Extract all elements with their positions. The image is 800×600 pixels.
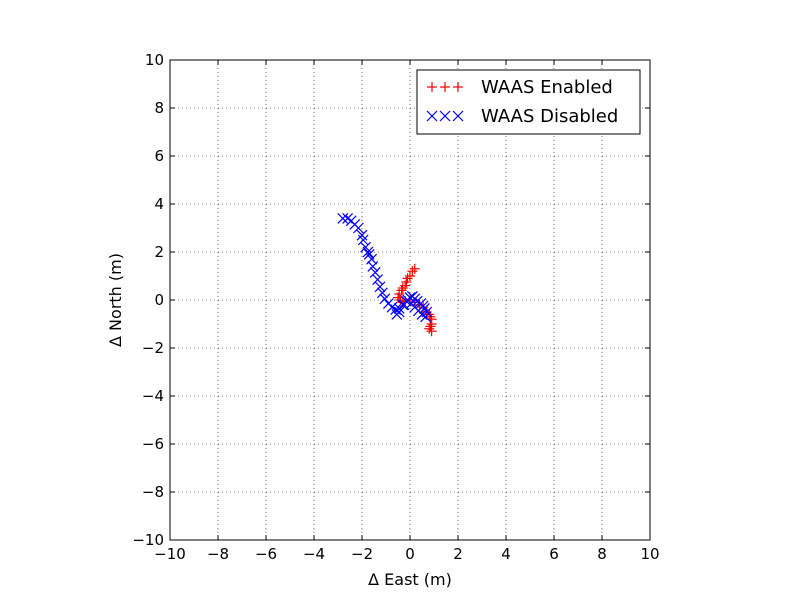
data-point-waas-disabled (374, 281, 386, 293)
legend-marker-waas-disabled (426, 110, 464, 122)
x-tick-label: −8 (207, 545, 229, 563)
legend: WAAS Enabled WAAS Disabled (416, 69, 641, 135)
x-tick-label: −4 (303, 545, 325, 563)
data-point-waas-disabled (369, 266, 381, 278)
data-point-waas-disabled (337, 212, 349, 224)
y-tick-label: −10 (132, 531, 164, 549)
y-axis-label: Δ North (m) (106, 253, 125, 347)
data-point-waas-enabled (405, 271, 415, 281)
x-axis-label: Δ East (m) (368, 570, 452, 589)
data-point-waas-enabled (393, 292, 403, 303)
x-tick-label: −10 (154, 545, 186, 563)
legend-marker-glyph (427, 82, 437, 92)
legend-frame (416, 69, 641, 135)
y-tick-label: 10 (145, 51, 164, 69)
data-point-waas-enabled (426, 326, 437, 337)
legend-marker-glyph (453, 82, 463, 92)
x-tick-label: 0 (405, 545, 415, 563)
data-point-waas-disabled (367, 260, 379, 272)
data-point-waas-enabled (409, 263, 420, 274)
series-waas-disabled (337, 212, 433, 323)
x-tick-label: −6 (255, 545, 277, 563)
legend-marker-glyph (426, 110, 438, 122)
data-point-waas-disabled (357, 234, 369, 246)
legend-marker-waas-enabled (427, 82, 463, 92)
data-point-waas-disabled (352, 222, 364, 234)
series-waas-enabled (393, 263, 437, 337)
data-point-waas-enabled (397, 283, 408, 293)
y-tick-label: −2 (142, 339, 164, 357)
data-point-waas-disabled (379, 293, 391, 305)
axis-ticks: −10 −8 −6 −4 −2 0 2 4 6 8 10 −10 −8 −6 −4 −2 0 2 4 6 8 10 (132, 51, 659, 563)
y-tick-label: 2 (154, 243, 164, 261)
x-tick-label: 4 (501, 545, 511, 563)
data-point-waas-disabled (391, 308, 403, 320)
legend-marker-glyph (440, 82, 450, 92)
legend-marker-glyph (439, 110, 451, 122)
data-point-waas-enabled (395, 295, 406, 305)
data-point-waas-disabled (362, 246, 374, 258)
data-point-waas-disabled (398, 299, 410, 311)
y-tick-label: −4 (142, 387, 164, 405)
y-tick-label: −6 (142, 435, 164, 453)
y-tick-label: 0 (154, 291, 164, 309)
y-tick-label: 6 (154, 147, 164, 165)
legend-marker-glyph (452, 110, 464, 122)
x-tick-label: 10 (640, 545, 659, 563)
x-tick-label: 6 (549, 545, 559, 563)
data-point-waas-disabled (376, 287, 388, 299)
y-tick-label: 8 (154, 99, 164, 117)
x-tick-label: 8 (597, 545, 607, 563)
data-point-waas-enabled (425, 321, 436, 332)
x-tick-label: −2 (351, 545, 373, 563)
data-point-waas-enabled (424, 323, 435, 334)
legend-label-waas-enabled: WAAS Enabled (481, 77, 613, 98)
y-tick-label: 4 (154, 195, 164, 213)
data-point-waas-disabled (402, 294, 414, 306)
data-point-waas-enabled (425, 311, 436, 322)
data-point-waas-enabled (407, 266, 418, 277)
y-tick-label: −8 (142, 483, 164, 501)
data-markers (337, 212, 437, 337)
x-tick-label: 2 (453, 545, 463, 563)
legend-label-waas-disabled: WAAS Disabled (481, 106, 618, 127)
data-point-waas-disabled (372, 274, 384, 286)
